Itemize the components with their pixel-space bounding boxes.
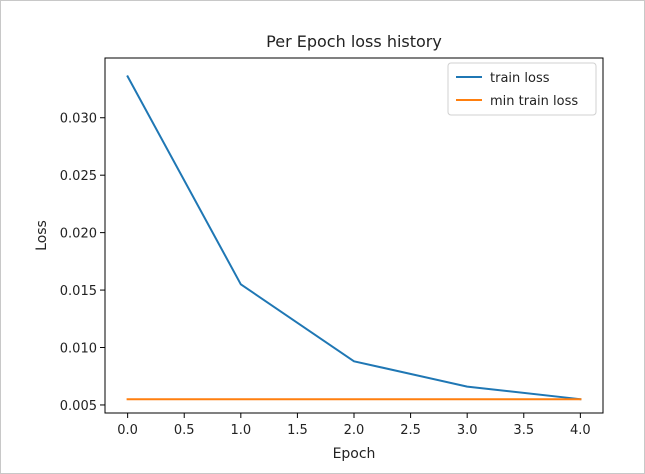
legend-label: min train loss	[490, 94, 578, 109]
x-tick-label: 1.5	[287, 423, 308, 438]
x-tick-label: 4.0	[570, 423, 591, 438]
x-tick-label: 0.5	[174, 423, 195, 438]
x-tick-label: 2.5	[400, 423, 421, 438]
y-tick-label: 0.010	[60, 342, 97, 357]
x-tick-label: 3.0	[457, 423, 478, 438]
y-tick-label: 0.020	[60, 227, 97, 242]
y-tick-label: 0.025	[60, 169, 97, 184]
y-tick-label: 0.005	[60, 399, 97, 414]
x-tick-label: 2.0	[344, 423, 365, 438]
x-tick-label: 1.0	[230, 423, 251, 438]
x-tick-label: 3.5	[513, 423, 534, 438]
legend-box	[447, 62, 597, 116]
chart-title: Per Epoch loss history	[266, 32, 442, 51]
y-tick-label: 0.015	[60, 284, 97, 299]
y-axis-label: Loss	[34, 220, 50, 251]
legend-label: train loss	[490, 71, 550, 86]
x-tick-label: 0.0	[117, 423, 138, 438]
series-line-train-loss	[126, 75, 582, 401]
x-axis-label: Epoch	[333, 446, 376, 462]
y-tick-label: 0.030	[60, 112, 97, 127]
